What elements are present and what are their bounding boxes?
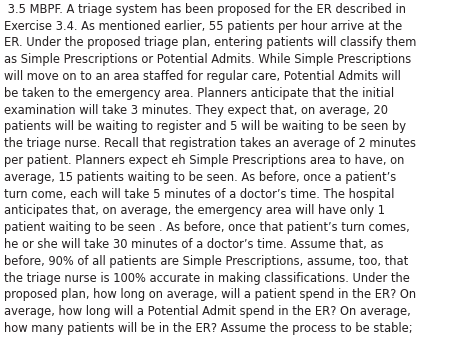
Text: 3.5 MBPF. A triage system has been proposed for the ER described in
Exercise 3.4: 3.5 MBPF. A triage system has been propo… bbox=[4, 3, 416, 338]
